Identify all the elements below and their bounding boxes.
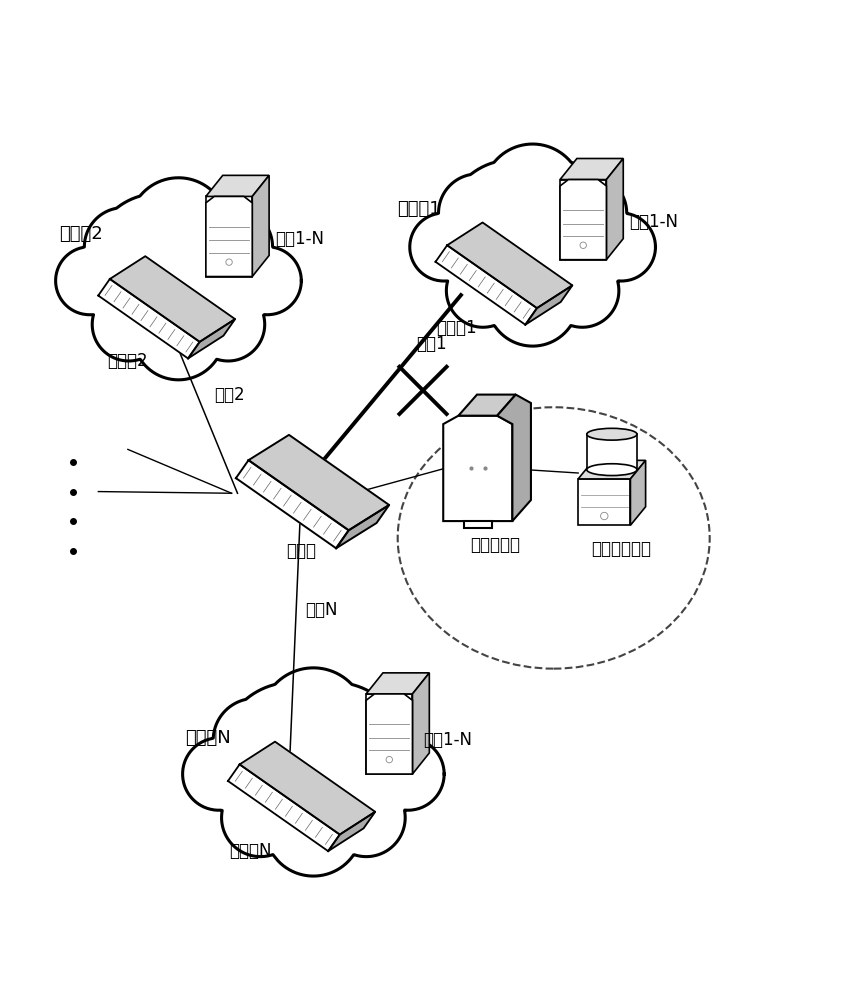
- Polygon shape: [188, 319, 235, 358]
- Polygon shape: [206, 175, 269, 196]
- Ellipse shape: [587, 464, 637, 476]
- Text: 交换机2: 交换机2: [107, 352, 148, 370]
- Text: 数据库服务器: 数据库服务器: [591, 540, 651, 558]
- Polygon shape: [366, 694, 413, 774]
- Polygon shape: [525, 285, 573, 325]
- Polygon shape: [497, 395, 531, 521]
- Polygon shape: [560, 180, 607, 260]
- Text: 主机1-N: 主机1-N: [423, 731, 472, 749]
- Polygon shape: [56, 178, 301, 380]
- Text: 交换机N: 交换机N: [229, 842, 272, 860]
- Polygon shape: [459, 395, 516, 416]
- Text: 链路2: 链路2: [214, 386, 244, 404]
- Text: 管理域2: 管理域2: [59, 225, 103, 243]
- Polygon shape: [228, 764, 340, 851]
- Text: 交换机: 交换机: [286, 542, 316, 560]
- Text: 链路1: 链路1: [416, 335, 447, 353]
- Polygon shape: [560, 158, 624, 180]
- Ellipse shape: [587, 428, 637, 440]
- Text: 中心服务器: 中心服务器: [470, 536, 519, 554]
- Polygon shape: [413, 673, 429, 774]
- Text: 管理域N: 管理域N: [185, 729, 231, 747]
- Polygon shape: [239, 742, 375, 835]
- Polygon shape: [98, 279, 200, 358]
- Polygon shape: [436, 245, 537, 325]
- Polygon shape: [607, 158, 624, 260]
- Text: 交换机1: 交换机1: [437, 319, 477, 337]
- Polygon shape: [578, 479, 630, 525]
- Polygon shape: [630, 460, 645, 525]
- Polygon shape: [366, 673, 429, 694]
- Polygon shape: [236, 460, 349, 548]
- Polygon shape: [328, 812, 375, 851]
- Polygon shape: [366, 694, 413, 774]
- Text: 主机1-N: 主机1-N: [629, 213, 678, 231]
- Polygon shape: [443, 416, 513, 521]
- Polygon shape: [249, 435, 389, 530]
- Polygon shape: [252, 175, 269, 277]
- Polygon shape: [336, 505, 389, 548]
- Polygon shape: [464, 521, 492, 528]
- Text: 主机1-N: 主机1-N: [276, 230, 324, 248]
- Polygon shape: [206, 196, 252, 277]
- Polygon shape: [448, 222, 573, 308]
- Polygon shape: [578, 460, 645, 479]
- Polygon shape: [560, 180, 607, 260]
- Text: 链路N: 链路N: [305, 601, 338, 619]
- Polygon shape: [206, 196, 252, 277]
- Polygon shape: [183, 668, 444, 876]
- Polygon shape: [409, 144, 656, 346]
- Text: 管理域1: 管理域1: [397, 200, 441, 218]
- Polygon shape: [110, 256, 235, 342]
- Polygon shape: [587, 434, 637, 470]
